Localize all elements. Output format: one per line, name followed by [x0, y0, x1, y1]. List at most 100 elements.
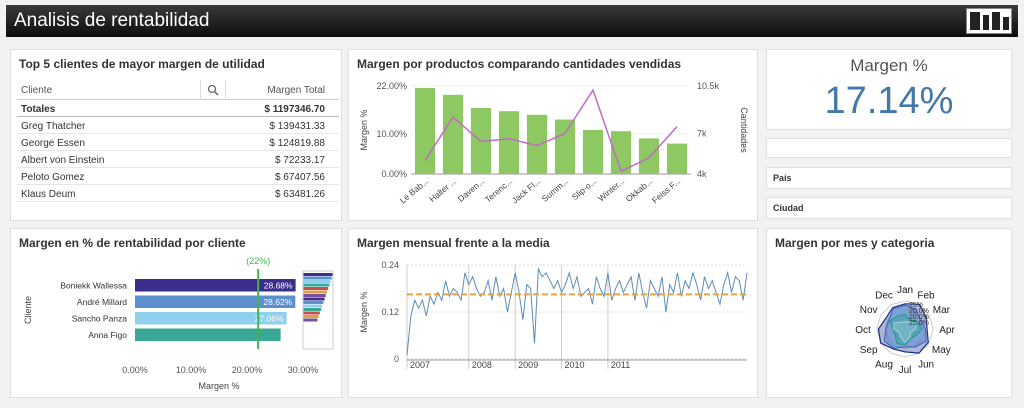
panel-title: Top 5 clientes de mayor margen de utilid… — [19, 57, 265, 71]
table-row[interactable]: Greg Thatcher $ 139431.33 — [17, 117, 339, 134]
x-tick-label: Feiss F... — [650, 176, 682, 206]
data-label: 28.62% — [263, 297, 292, 307]
minichart-bar — [303, 304, 323, 308]
filter-pais[interactable]: País — [766, 167, 1012, 189]
y-tick-label: 0.12 — [381, 307, 399, 317]
minichart-bar — [303, 280, 331, 283]
product-margin-chart[interactable]: 0.00% 10.00% 22.00% 4k 7k 10.5k Margen % Cantid… — [349, 74, 757, 220]
y-tick-label: 10.00% — [376, 129, 407, 139]
client-name: Klaus Deum — [21, 189, 76, 200]
column-header-client[interactable]: Cliente — [21, 85, 53, 96]
search-icon[interactable] — [207, 84, 219, 96]
y2-tick-label: 4k — [697, 169, 707, 179]
x-tick-label: 2008 — [472, 360, 492, 370]
data-label: 28.68% — [264, 281, 293, 291]
client-name: Greg Thatcher — [21, 121, 86, 132]
bar — [638, 138, 660, 174]
client-margin-panel: Margen en % de rentabilidad por cliente … — [10, 228, 342, 398]
minichart-bar — [303, 318, 318, 322]
bar — [498, 111, 520, 174]
y2-axis-label: Cantidades — [739, 107, 749, 153]
bar — [526, 114, 548, 174]
bar — [582, 130, 604, 174]
y-tick-label: 0.24 — [381, 260, 399, 270]
x-tick-label: 2010 — [565, 360, 585, 370]
product-margin-panel: Margen por productos comparando cantidad… — [348, 49, 758, 221]
x-tick-label: Slip-o... — [570, 176, 599, 202]
x-tick-label: 2007 — [410, 360, 430, 370]
bar — [554, 119, 576, 174]
radar-series — [893, 321, 917, 344]
x-tick-label: 30.00% — [288, 365, 319, 375]
client-name: George Essen — [21, 138, 85, 149]
bar — [666, 143, 688, 174]
filter-ciudad[interactable]: Ciudad — [766, 197, 1012, 219]
month-label: Jan — [897, 285, 913, 296]
company-logo — [966, 8, 1012, 34]
series-line-cantidades — [424, 88, 678, 173]
filter-ciudad-label: Ciudad — [773, 203, 804, 213]
minichart-frame — [302, 270, 334, 350]
clients-table-panel: Top 5 clientes de mayor margen de utilid… — [10, 49, 342, 221]
month-label: Dec — [875, 290, 893, 301]
y-tick-label: 0 — [394, 354, 399, 364]
bar — [135, 295, 296, 308]
month-label: Feb — [917, 290, 935, 301]
panel-title: Margen por mes y categoria — [775, 236, 935, 250]
month-label: Aug — [875, 360, 893, 371]
filter-blank[interactable] — [766, 138, 1012, 158]
totals-row: Totales $ 1197346.70 — [17, 100, 339, 117]
month-label: Sep — [860, 345, 878, 356]
x-tick-label: 0.00% — [122, 365, 148, 375]
month-label: Jul — [899, 365, 912, 376]
radar-series — [883, 304, 927, 349]
x-tick-label: 20.00% — [232, 365, 263, 375]
table-row[interactable]: Klaus Deum $ 63481.26 — [17, 185, 339, 202]
month-label: Nov — [860, 305, 878, 316]
category-label: André Millard — [77, 297, 127, 307]
category-label: Boniekk Wallessa — [60, 281, 127, 291]
radar-panel: Margen por mes y categoria Jan Feb Mar Apr M… — [766, 228, 1012, 398]
minichart-bar — [303, 283, 330, 287]
minichart-bar — [303, 301, 324, 304]
column-header-margin[interactable]: Margen Total — [267, 85, 325, 96]
bar — [442, 94, 464, 174]
app-title: Analisis de rentabilidad — [14, 10, 210, 31]
minichart-bar — [303, 311, 320, 315]
radar-grid — [884, 308, 926, 350]
x-axis-label: Margen % — [198, 381, 239, 391]
y-axis-label: Margen % — [359, 291, 369, 332]
bar — [414, 88, 436, 174]
client-name: Peloto Gomez — [21, 172, 85, 183]
bar — [135, 328, 281, 341]
x-tick-label: Le Bab... — [398, 176, 430, 206]
minichart-bar — [303, 294, 326, 297]
series-line-margen — [406, 266, 748, 356]
x-tick-label: 2011 — [611, 360, 630, 370]
client-margin-chart[interactable]: 0.00% 10.00% 20.00% 30.00% Margen % Cliente Bo… — [11, 251, 341, 397]
radar-chart[interactable]: Jan FebMarAprMayJunJulAugSepOctNovDec25%2… — [767, 251, 1011, 397]
y2-tick-label: 10.5k — [697, 81, 720, 91]
category-label: Sancho Panza — [72, 314, 128, 324]
ring-label: 20.0% — [909, 314, 929, 321]
client-name: Albert von Einstein — [21, 155, 105, 166]
minichart-bar — [303, 273, 333, 276]
monthly-margin-chart[interactable]: 0 0.12 0.24 Margen % 2007 2008 2009 2010 2011 — [349, 251, 757, 397]
month-label: Apr — [939, 325, 955, 336]
kpi-panel: Margen % 17.14% — [766, 49, 1012, 130]
totals-label: Totales — [21, 104, 56, 115]
x-tick-label: Winter... — [596, 176, 626, 204]
category-label: Anna Figo — [88, 330, 127, 340]
y-tick-label: 22.00% — [376, 81, 407, 91]
panel-title: Margen en % de rentabilidad por cliente — [19, 236, 246, 250]
client-margin: $ 67407.56 — [274, 172, 325, 183]
table-row[interactable]: Peloto Gomez $ 67407.56 — [17, 168, 339, 185]
minichart-bar — [303, 276, 332, 280]
table-header: Cliente Margen Total — [17, 80, 339, 100]
reference-label: (22%) — [246, 256, 270, 266]
minichart-bar — [303, 287, 329, 290]
data-label: 27.06% — [255, 314, 284, 324]
table-row[interactable]: George Essen $ 124819.88 — [17, 134, 339, 151]
table-row[interactable]: Albert von Einstein $ 72233.17 — [17, 151, 339, 168]
client-margin: $ 72233.17 — [274, 155, 325, 166]
